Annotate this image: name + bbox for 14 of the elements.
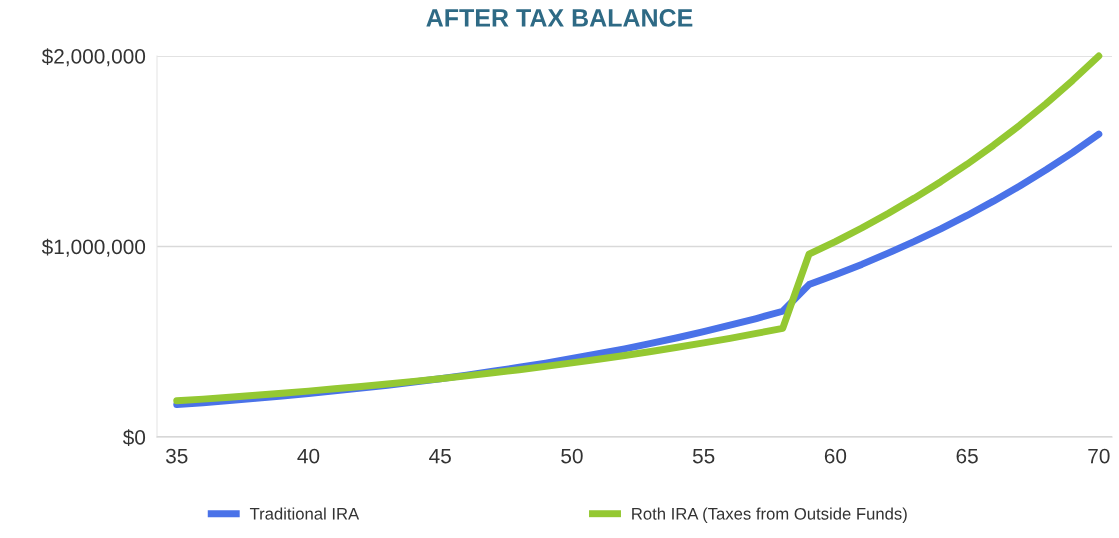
x-tick-label: 40 bbox=[297, 448, 320, 464]
x-tick-label: 55 bbox=[692, 448, 715, 464]
chart-title: AFTER TAX BALANCE bbox=[426, 9, 693, 27]
x-tick-label: 45 bbox=[429, 448, 451, 464]
x-tick-label: 35 bbox=[165, 448, 188, 464]
y-tick-label: $2,000,000 bbox=[41, 48, 146, 67]
x-tick-label: 50 bbox=[561, 448, 583, 464]
x-tick-label: 70 bbox=[1088, 448, 1110, 464]
x-tick-label: 60 bbox=[824, 448, 847, 464]
x-tick-label: 65 bbox=[956, 448, 978, 464]
y-tick-label: $1,000,000 bbox=[41, 238, 146, 257]
y-tick-label: $0 bbox=[122, 429, 146, 446]
legend-label: Traditional IRA bbox=[249, 507, 360, 520]
legend-label: Roth IRA (Taxes from Outside Funds) bbox=[632, 507, 907, 523]
